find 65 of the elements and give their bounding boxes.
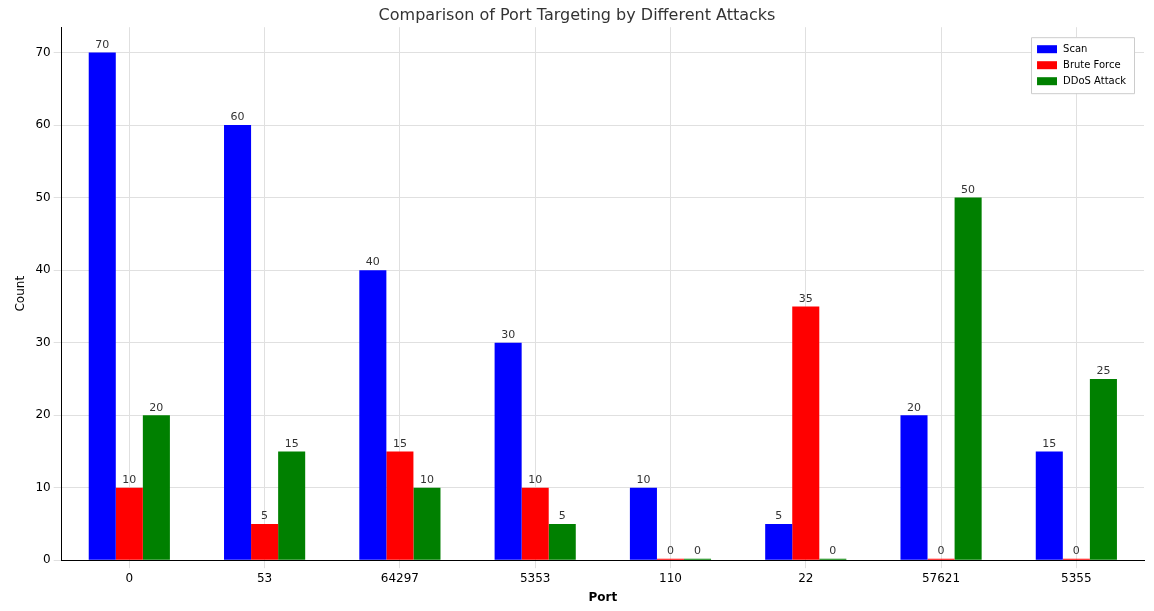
data-label: 0 — [694, 544, 702, 558]
data-label: 0 — [937, 544, 945, 558]
legend-label: Scan — [1063, 42, 1088, 54]
data-label: 10 — [419, 473, 434, 487]
data-label: 5 — [775, 509, 783, 523]
bar — [900, 415, 928, 560]
x-tick-label: 57621 — [921, 570, 961, 585]
data-label: 10 — [122, 473, 137, 487]
y-tick-label: 50 — [35, 189, 51, 204]
legend-label: DDoS Attack — [1063, 74, 1127, 86]
data-label: 70 — [95, 37, 110, 51]
data-label: 5 — [558, 509, 566, 523]
bar — [494, 342, 522, 560]
y-tick-label: 60 — [35, 117, 51, 132]
data-label: 10 — [528, 473, 543, 487]
bar — [413, 487, 441, 560]
data-label: 30 — [501, 328, 516, 342]
y-tick-label: 0 — [43, 552, 51, 567]
x-tick-label: 5355 — [1061, 570, 1092, 585]
bar — [1089, 378, 1117, 560]
data-label: 10 — [636, 473, 651, 487]
data-label: 35 — [798, 291, 813, 305]
chart-title: Comparison of Port Targeting by Different Attacks — [378, 4, 776, 24]
data-label: 50 — [961, 182, 976, 196]
x-tick-label: 64297 — [380, 570, 419, 585]
data-label: 25 — [1096, 364, 1111, 378]
x-tick-label: 22 — [798, 570, 814, 585]
bar — [629, 487, 657, 560]
y-tick-label: 40 — [35, 262, 51, 277]
bar — [115, 487, 143, 560]
data-label: 20 — [907, 400, 921, 414]
bar — [386, 451, 414, 560]
data-label: 40 — [365, 255, 380, 269]
data-label: 20 — [149, 400, 164, 414]
bar — [88, 52, 116, 560]
bar — [521, 487, 549, 560]
bar — [142, 415, 170, 560]
y-tick-label: 20 — [35, 407, 51, 422]
legend-label: Brute Force — [1063, 58, 1121, 70]
data-label: 15 — [1042, 436, 1057, 450]
data-label: 0 — [666, 544, 674, 558]
y-tick-label: 30 — [35, 334, 51, 349]
bar — [954, 197, 982, 560]
data-label: 0 — [1072, 544, 1080, 558]
data-label: 15 — [284, 436, 299, 450]
x-tick-label: 0 — [125, 570, 134, 585]
y-axis-title: Count — [13, 275, 28, 312]
x-tick-label: 5353 — [519, 570, 551, 585]
data-label: 15 — [392, 436, 407, 450]
bar — [548, 523, 576, 560]
x-axis-title: Port — [588, 589, 618, 604]
bar — [224, 125, 252, 560]
bar — [251, 523, 279, 560]
bar — [1035, 451, 1063, 560]
bar — [765, 523, 793, 560]
bar — [359, 270, 387, 560]
bar — [278, 451, 306, 560]
data-label: 5 — [261, 509, 269, 523]
y-tick-label: 10 — [35, 479, 51, 494]
y-tick-label: 70 — [35, 44, 51, 59]
data-label: 60 — [230, 110, 245, 124]
data-label: 0 — [829, 544, 837, 558]
x-tick-label: 110 — [659, 570, 682, 585]
x-tick-label: 53 — [256, 570, 273, 585]
bar — [792, 306, 820, 560]
